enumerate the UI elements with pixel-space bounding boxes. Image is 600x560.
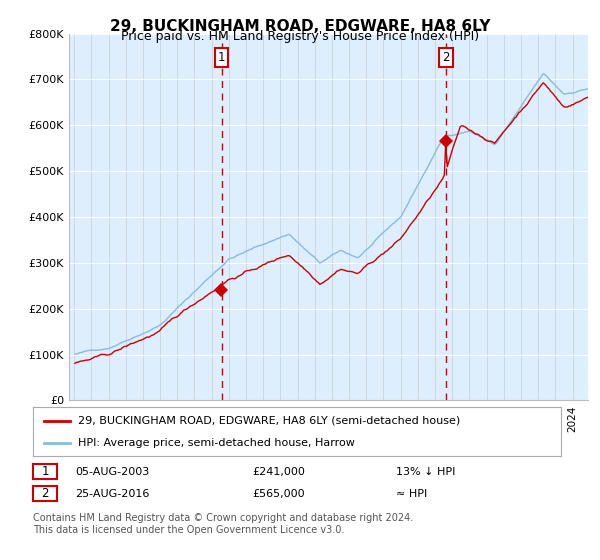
Text: Price paid vs. HM Land Registry's House Price Index (HPI): Price paid vs. HM Land Registry's House … xyxy=(121,30,479,43)
Text: 2: 2 xyxy=(442,51,450,64)
Text: Contains HM Land Registry data © Crown copyright and database right 2024.: Contains HM Land Registry data © Crown c… xyxy=(33,513,413,523)
Text: 1: 1 xyxy=(218,51,226,64)
Text: This data is licensed under the Open Government Licence v3.0.: This data is licensed under the Open Gov… xyxy=(33,525,344,535)
Text: ≈ HPI: ≈ HPI xyxy=(396,489,427,499)
Text: 29, BUCKINGHAM ROAD, EDGWARE, HA8 6LY (semi-detached house): 29, BUCKINGHAM ROAD, EDGWARE, HA8 6LY (s… xyxy=(78,416,460,426)
Text: £241,000: £241,000 xyxy=(252,467,305,477)
Text: 25-AUG-2016: 25-AUG-2016 xyxy=(75,489,149,499)
Text: £565,000: £565,000 xyxy=(252,489,305,499)
Text: HPI: Average price, semi-detached house, Harrow: HPI: Average price, semi-detached house,… xyxy=(78,437,355,447)
Text: 29, BUCKINGHAM ROAD, EDGWARE, HA8 6LY: 29, BUCKINGHAM ROAD, EDGWARE, HA8 6LY xyxy=(110,19,490,34)
Text: 2: 2 xyxy=(41,487,49,500)
Text: 1: 1 xyxy=(41,465,49,478)
Text: 05-AUG-2003: 05-AUG-2003 xyxy=(75,467,149,477)
Text: 13% ↓ HPI: 13% ↓ HPI xyxy=(396,467,455,477)
